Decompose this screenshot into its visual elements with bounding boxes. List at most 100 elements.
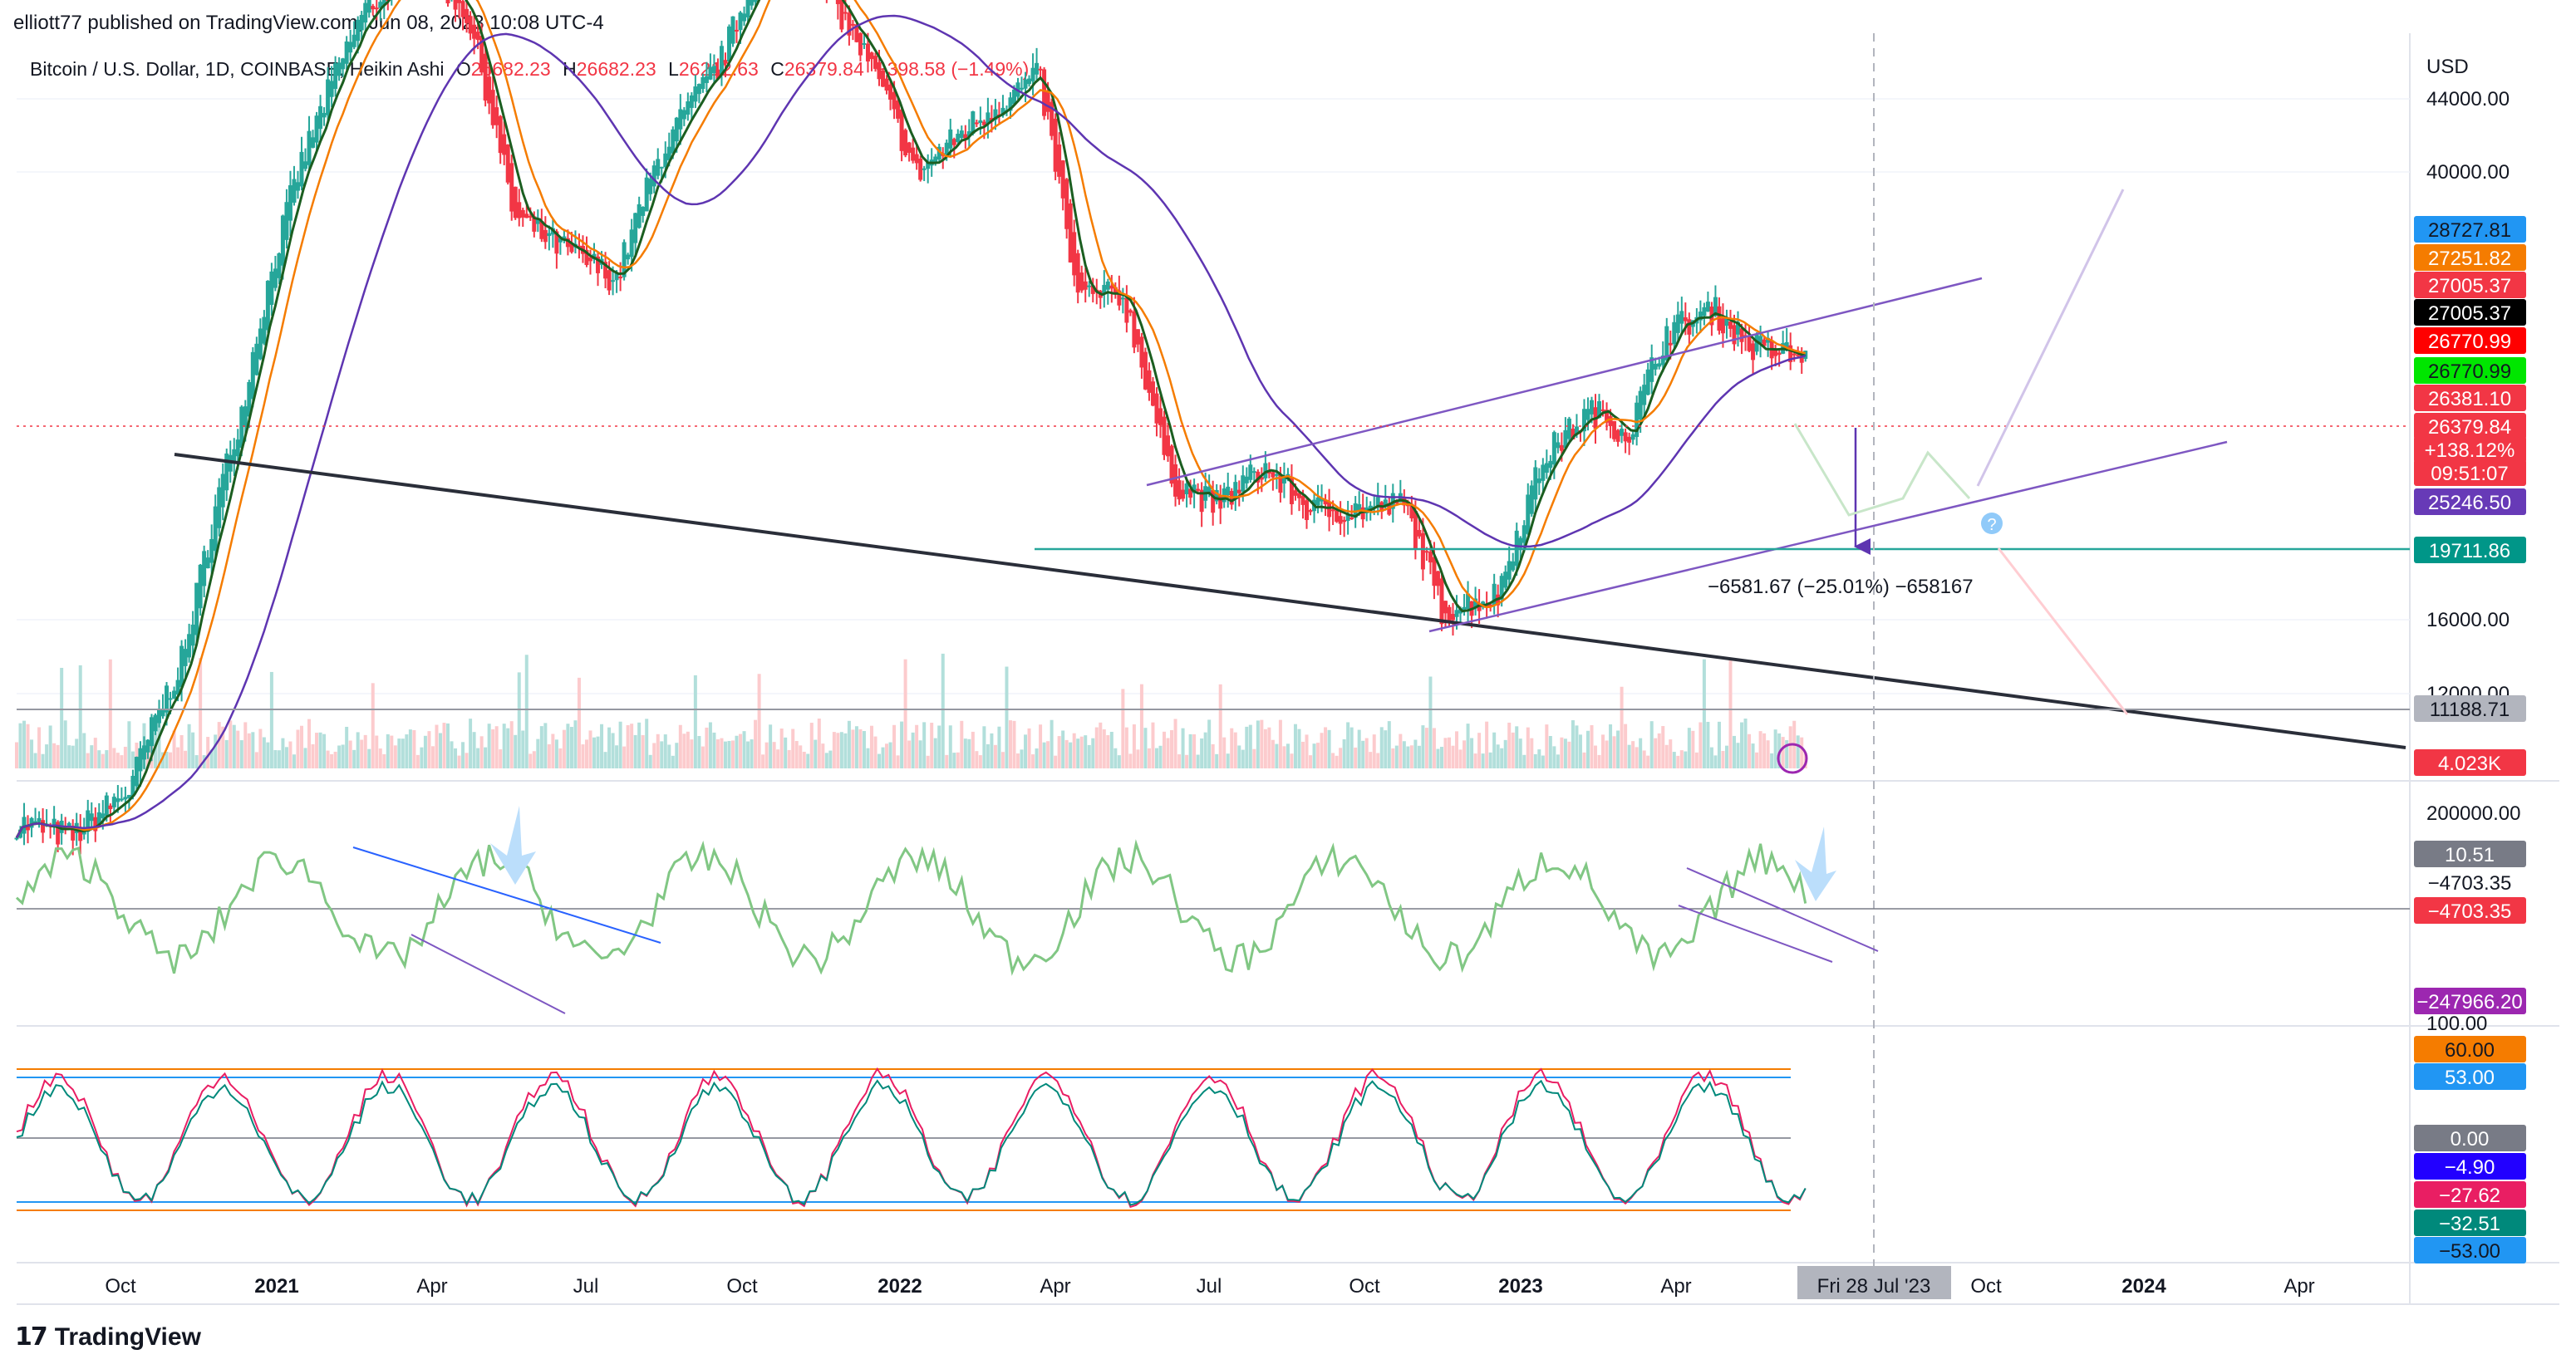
volume-bar [536, 738, 540, 768]
candle-body [71, 826, 76, 841]
low-label: L [668, 58, 679, 80]
volume-bar [116, 753, 120, 768]
candle-body [1458, 608, 1463, 614]
candle-body [1462, 606, 1467, 611]
volume-bar [1215, 753, 1219, 768]
volume-bar [975, 751, 979, 768]
volume-bar [254, 752, 258, 768]
volume-bar [746, 741, 750, 768]
candle-body [753, 0, 758, 2]
volume-bar [1128, 753, 1133, 768]
candle-body [926, 162, 931, 169]
candle-body [513, 186, 518, 218]
volume-bar [566, 724, 570, 768]
volume-bar [1635, 747, 1639, 768]
volume-bar [281, 738, 285, 768]
volume-bar [465, 753, 469, 768]
osc2-label: 0.00 [2451, 1128, 2490, 1151]
ma-mid-line [15, 0, 1806, 839]
volume-bar [360, 739, 364, 768]
volume-bar [1687, 728, 1691, 768]
volume-bar [438, 733, 442, 768]
tradingview-footer[interactable]: 𝟭𝟳 TradingView [15, 1322, 201, 1352]
volume-bar [487, 724, 491, 768]
candle-body [239, 406, 244, 449]
candle-body [116, 798, 120, 802]
volume-bar [1481, 753, 1485, 768]
volume-bar [1631, 741, 1635, 768]
volume-bar [1585, 730, 1590, 768]
volume-bar [1143, 728, 1148, 768]
volume-bar [1384, 730, 1388, 768]
candle-body [1023, 79, 1028, 89]
candle-body [1548, 460, 1553, 469]
volume-bar [761, 754, 765, 768]
candle-body [366, 0, 371, 13]
volume-bar [690, 739, 694, 768]
oscillator-1-pane [15, 806, 2410, 1014]
candle-body [884, 78, 889, 91]
candle-body [1559, 444, 1564, 451]
symbol-name: Bitcoin / U.S. Dollar, 1D, COINBASE, Hei… [30, 58, 445, 80]
candle-body [217, 487, 222, 528]
candle-body [1454, 610, 1459, 617]
volume-bar [1488, 752, 1492, 768]
candle-body [659, 166, 664, 169]
volume-bar [1046, 741, 1050, 768]
candle-body [1132, 311, 1137, 348]
candle-body [1668, 342, 1673, 346]
volume-bar [1432, 728, 1436, 768]
candle-body [1259, 477, 1264, 480]
volume-bar [754, 719, 758, 768]
candle-body [224, 453, 229, 491]
volume-bar [78, 665, 82, 768]
volume-bar [1770, 753, 1774, 768]
osc2-main-line [16, 1079, 1807, 1206]
volume-bar [1394, 745, 1399, 768]
candle-body [1638, 390, 1643, 420]
volume-bar [1248, 724, 1252, 768]
volume-bar [956, 752, 960, 768]
volume-bar [1278, 719, 1282, 768]
candle-body [1635, 402, 1639, 438]
volume-bar [551, 734, 555, 768]
volume-bar [772, 742, 776, 768]
candle-body [517, 202, 522, 218]
volume-bar [708, 722, 712, 768]
volume-bar [697, 736, 701, 768]
drawing-tools[interactable]: ? −6581.67 (−25.01%) −658167 [17, 33, 2410, 1304]
candle-body [1150, 381, 1155, 406]
volume-bar [506, 728, 510, 768]
volume-bar [1335, 755, 1339, 768]
time-axis[interactable]: Oct 2021 Apr Jul Oct 2022 Apr Jul Oct 2023 Apr Oct 2… [105, 1266, 2315, 1299]
candle-body [1713, 297, 1718, 316]
volume-bar [1218, 684, 1222, 768]
candle-body [1758, 336, 1763, 343]
candle-body [1615, 429, 1620, 442]
volume-bar [900, 721, 904, 768]
volume-bar [1188, 734, 1192, 768]
candle-body [1571, 429, 1576, 439]
candle-body [1473, 598, 1478, 609]
candle-body [858, 32, 863, 56]
question-icon-glyph: ? [1987, 516, 1996, 534]
candle-body [914, 154, 919, 164]
volume-bar [836, 733, 840, 768]
candle-body [1083, 281, 1088, 290]
time-tick: Apr [2283, 1275, 2314, 1298]
osc1-label-box [2414, 869, 2526, 895]
symbol-legend[interactable]: Bitcoin / U.S. Dollar, 1D, COINBASE, Hei… [30, 58, 1029, 81]
candle-body [326, 79, 331, 115]
candle-body [1045, 91, 1050, 112]
candle-body [1327, 502, 1332, 518]
price-label: 26770.99 [2428, 361, 2511, 383]
volume-bar [251, 732, 255, 768]
volume-bar [675, 743, 679, 768]
candle-body [138, 748, 143, 772]
volume-bar [750, 739, 754, 768]
volume-bar [292, 754, 296, 768]
volume-bar [382, 753, 386, 768]
candle-body [1173, 464, 1178, 497]
price-axis[interactable]: USD44000.0040000.0016000.0012000.0028727… [2414, 56, 2526, 1263]
